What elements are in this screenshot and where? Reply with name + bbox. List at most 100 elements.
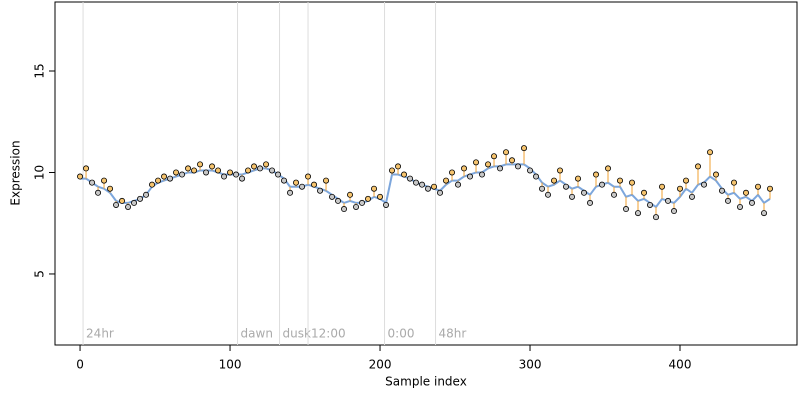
- point: [269, 167, 276, 174]
- point: [203, 169, 210, 176]
- point: [653, 214, 660, 221]
- point: [143, 191, 150, 198]
- point: [701, 181, 708, 188]
- point: [155, 177, 162, 184]
- point: [665, 197, 672, 204]
- point: [527, 167, 534, 174]
- point: [215, 167, 222, 174]
- point: [185, 165, 192, 172]
- point: [659, 183, 666, 190]
- point: [449, 169, 456, 176]
- point: [191, 167, 198, 174]
- point: [419, 181, 426, 188]
- point: [605, 165, 612, 172]
- point: [389, 167, 396, 174]
- point: [635, 210, 642, 217]
- point: [647, 201, 654, 208]
- point: [539, 185, 546, 192]
- point: [251, 163, 258, 170]
- point: [173, 169, 180, 176]
- point: [221, 173, 228, 180]
- point: [377, 193, 384, 200]
- point: [557, 167, 564, 174]
- point: [737, 203, 744, 210]
- point: [761, 210, 768, 217]
- point: [233, 171, 240, 178]
- point: [473, 159, 480, 166]
- y-tick-label: 5: [33, 270, 47, 278]
- point: [479, 171, 486, 178]
- point: [125, 203, 132, 210]
- point: [467, 173, 474, 180]
- point: [725, 197, 732, 204]
- point: [599, 181, 606, 188]
- point: [677, 185, 684, 192]
- point: [335, 197, 342, 204]
- event-label: dawn: [241, 327, 273, 341]
- point: [485, 161, 492, 168]
- point: [593, 171, 600, 178]
- point: [317, 187, 324, 194]
- point: [497, 165, 504, 172]
- x-tick-label: 300: [519, 358, 542, 372]
- y-tick-label: 15: [33, 63, 47, 78]
- point: [749, 199, 756, 206]
- y-tick-label: 10: [33, 165, 47, 180]
- point: [119, 197, 126, 204]
- point: [707, 149, 714, 156]
- point: [227, 169, 234, 176]
- point: [341, 206, 348, 213]
- point: [167, 175, 174, 182]
- point: [407, 175, 414, 182]
- point: [551, 177, 558, 184]
- point: [545, 191, 552, 198]
- point: [137, 195, 144, 202]
- event-label: 24hr: [86, 327, 114, 341]
- point: [461, 165, 468, 172]
- event-label: dusk: [283, 327, 311, 341]
- point: [623, 206, 630, 213]
- event-label: 0:00: [388, 327, 415, 341]
- point: [575, 175, 582, 182]
- x-axis-label: Sample index: [385, 375, 467, 389]
- point: [161, 173, 168, 180]
- point: [281, 177, 288, 184]
- point: [617, 177, 624, 184]
- point: [359, 199, 366, 206]
- point: [401, 171, 408, 178]
- point: [311, 181, 318, 188]
- point: [731, 179, 738, 186]
- y-axis-label: Expression: [9, 140, 23, 205]
- x-tick-label: 0: [76, 358, 84, 372]
- point: [425, 185, 432, 192]
- point: [323, 177, 330, 184]
- point: [95, 189, 102, 196]
- point: [275, 171, 282, 178]
- plot-frame: [54, 1, 798, 346]
- point: [755, 183, 762, 190]
- x-tick-label: 200: [369, 358, 392, 372]
- x-tick-label: 100: [219, 358, 242, 372]
- point: [563, 183, 570, 190]
- point: [491, 153, 498, 160]
- point: [719, 187, 726, 194]
- point: [353, 203, 360, 210]
- point: [383, 201, 390, 208]
- point: [299, 183, 306, 190]
- point: [305, 173, 312, 180]
- point: [107, 185, 114, 192]
- point: [257, 165, 264, 172]
- point: [197, 161, 204, 168]
- point: [641, 189, 648, 196]
- point: [671, 208, 678, 215]
- point: [743, 189, 750, 196]
- point: [515, 163, 522, 170]
- point: [581, 189, 588, 196]
- point: [569, 193, 576, 200]
- point: [395, 163, 402, 170]
- point: [683, 177, 690, 184]
- point: [347, 191, 354, 198]
- point: [293, 179, 300, 186]
